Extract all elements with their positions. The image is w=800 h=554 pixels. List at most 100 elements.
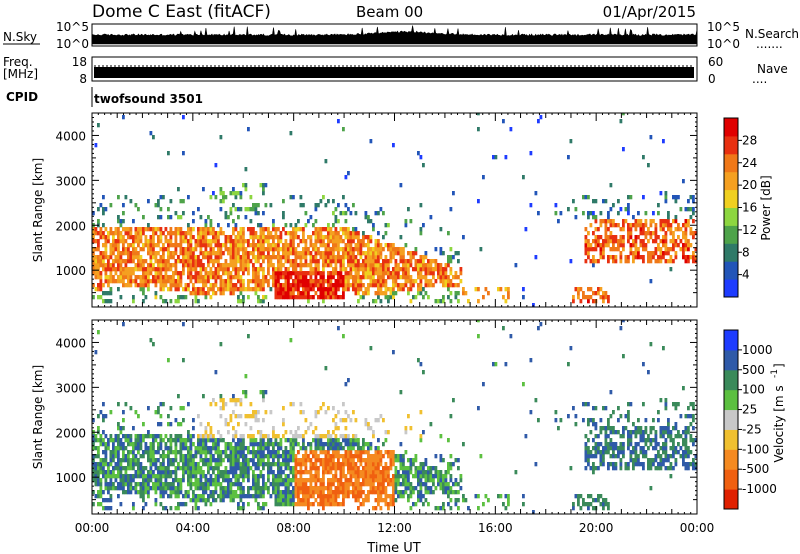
velocity-cell: [409, 486, 413, 491]
power-cell: [334, 279, 338, 284]
velocity-cell: [102, 466, 105, 471]
power-cell: [307, 299, 310, 304]
power-cell: [392, 143, 395, 148]
power-cell: [397, 283, 400, 288]
velocity-cell: [194, 478, 198, 483]
velocity-cell: [277, 466, 280, 471]
velocity-cell: [192, 466, 195, 471]
velocity-cell: [529, 410, 533, 415]
power-cell: [242, 235, 245, 240]
power-cell: [332, 239, 335, 244]
power-cell: [399, 251, 403, 256]
power-cell: [184, 235, 188, 240]
power-cell: [184, 255, 188, 260]
power-cell: [292, 271, 295, 276]
velocity-cell: [404, 490, 408, 495]
velocity-cell: [507, 494, 510, 499]
power-cell: [444, 275, 448, 280]
velocity-cell: [279, 502, 283, 507]
velocity-cell: [124, 474, 128, 479]
velocity-cell: [234, 414, 238, 419]
power-cell: [274, 255, 278, 260]
power-cell: [217, 259, 220, 264]
power-cell: [284, 267, 288, 272]
power-cell: [252, 207, 255, 212]
velocity-cell: [262, 490, 265, 495]
power-cell: [619, 227, 623, 232]
velocity-cell: [212, 442, 215, 447]
power-cell: [277, 291, 280, 296]
power-cell: [257, 267, 260, 272]
power-cell: [399, 275, 403, 280]
velocity-cell: [257, 410, 260, 415]
power-cell: [299, 227, 303, 232]
power-cell: [362, 231, 365, 236]
power-cell: [329, 235, 333, 240]
velocity-cell: [212, 466, 215, 471]
power-cell: [462, 235, 465, 240]
velocity-cell: [577, 502, 580, 507]
velocity-cell: [117, 454, 120, 459]
power-cell: [317, 231, 320, 236]
velocity-cell: [232, 394, 235, 399]
velocity-cell: [179, 478, 183, 483]
velocity-cell: [189, 498, 193, 503]
power-cell: [182, 247, 185, 252]
velocity-cell: [287, 482, 290, 487]
power-cell: [352, 231, 355, 236]
velocity-cell: [367, 454, 370, 459]
velocity-cell: [359, 450, 363, 455]
velocity-cell: [277, 458, 280, 463]
velocity-cell: [119, 486, 123, 491]
velocity-cell: [432, 474, 435, 479]
velocity-cell: [109, 410, 113, 415]
velocity-cell: [239, 498, 243, 503]
velocity-cell: [302, 494, 305, 499]
power-cell: [282, 247, 285, 252]
power-cell: [152, 279, 155, 284]
velocity-cell: [349, 446, 353, 451]
power-cell: [294, 259, 298, 264]
velocity-cell: [137, 482, 140, 487]
power-cell: [307, 263, 310, 268]
power-cell: [687, 243, 690, 248]
velocity-cell: [189, 482, 193, 487]
power-cell: [502, 295, 505, 300]
power-cell: [447, 279, 450, 284]
power-cell: [324, 295, 328, 300]
power-cell: [239, 191, 243, 196]
velocity-cell: [209, 478, 213, 483]
power-cell: [362, 295, 365, 300]
power-cell: [312, 243, 315, 248]
power-cell: [112, 239, 115, 244]
power-cell: [147, 283, 150, 288]
power-cell: [187, 243, 190, 248]
power-cell: [364, 275, 368, 280]
velocity-cell: [237, 414, 240, 419]
power-cell: [347, 251, 350, 256]
velocity-cell: [179, 446, 183, 451]
velocity-cell: [242, 506, 245, 511]
power-cell: [127, 271, 130, 276]
velocity-cell: [269, 450, 273, 455]
power-cell: [282, 251, 285, 256]
power-cell: [214, 239, 218, 244]
power-cell: [284, 271, 288, 276]
power-cell: [127, 227, 130, 232]
velocity-cell: [427, 490, 430, 495]
velocity-cell: [154, 466, 158, 471]
power-cell: [439, 275, 443, 280]
power-cell: [459, 267, 463, 272]
velocity-cell: [227, 486, 230, 491]
velocity-cell: [394, 466, 398, 471]
power-cell: [299, 195, 303, 200]
power-cell: [119, 275, 123, 280]
power-cell: [594, 199, 598, 204]
power-cell: [324, 287, 328, 292]
velocity-cell: [299, 482, 303, 487]
velocity-cell: [449, 414, 453, 419]
power-cell: [402, 267, 405, 272]
power-cell: [209, 195, 213, 200]
power-cell: [477, 113, 480, 116]
velocity-cell: [157, 482, 160, 487]
